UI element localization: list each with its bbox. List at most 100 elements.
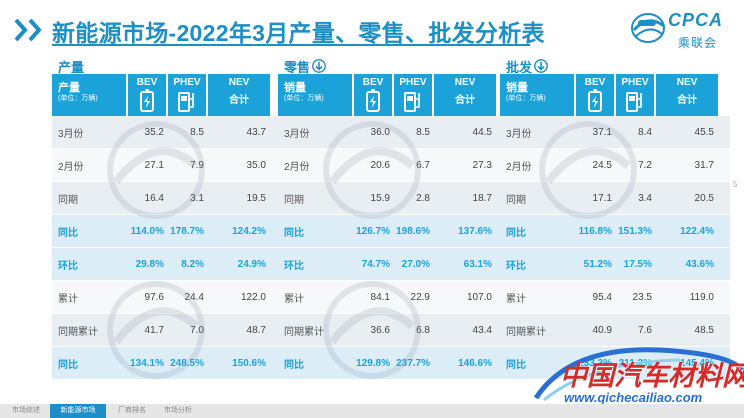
row-label: 2月份 [506, 161, 532, 173]
header-bev-label: BEV [584, 77, 606, 88]
arrow-down-circle-icon[interactable] [534, 59, 548, 73]
table-cell-phev: 27.0% [401, 258, 430, 270]
tab-maker-ranking[interactable]: 厂商排名 [118, 407, 146, 414]
row-label: 同期累计 [506, 326, 546, 338]
title-underline [52, 44, 530, 46]
row-label: 同比 [58, 227, 78, 239]
table-row: 环比 29.8% 8.2% 24.9% [52, 248, 282, 281]
table-row: 同比 114.0% 178.7% 124.2% [52, 215, 282, 248]
site-watermark: 中国汽车材料网 www.qichecailiao.com [530, 340, 744, 410]
header-metric-name: 销量 [284, 82, 306, 94]
table-cell-nev: 122.4% [680, 225, 714, 237]
panel-title-text: 产量 [58, 59, 85, 75]
row-label: 3月份 [284, 128, 310, 140]
header-phev-cell: PHEV [616, 74, 656, 116]
header-phev-cell: PHEV [168, 74, 208, 116]
header-bev-cell: BEV [128, 74, 168, 116]
table-cell-phev: 151.3% [618, 225, 652, 237]
table-row: 同期累计 41.7 7.0 48.7 [52, 314, 282, 347]
table-cell-nev: 45.5 [694, 126, 714, 138]
battery-icon [137, 89, 157, 113]
tab-market-overview[interactable]: 市场综述 [12, 407, 40, 414]
panel-title: 产量 [58, 58, 85, 75]
table-cell-phev: 3.4 [638, 192, 652, 204]
row-label: 2月份 [58, 161, 84, 173]
table-cell-nev: 119.0 [689, 291, 714, 303]
table-row: 环比 51.2% 17.5% 43.6% [500, 248, 730, 281]
table-cell-nev: 150.6% [232, 357, 266, 369]
table-cell-phev: 237.7% [396, 357, 430, 369]
table-cell-nev: 31.7 [694, 159, 714, 171]
table-cell-phev: 8.2% [181, 258, 204, 270]
table-row: 同期 15.9 2.8 18.7 [278, 182, 508, 215]
header-unit: (单位：万辆) [506, 95, 546, 102]
row-label: 同期累计 [284, 326, 324, 338]
table-row: 3月份 37.1 8.4 45.5 [500, 116, 730, 149]
header-nev-sub: 合计 [455, 95, 475, 106]
row-label: 3月份 [58, 128, 84, 140]
table-cell-nev: 146.6% [458, 357, 492, 369]
table-cell-nev: 24.9% [237, 258, 266, 270]
fuel-plug-icon [625, 89, 645, 113]
header-nev-label: NEV [676, 77, 698, 88]
table-row: 同期 16.4 3.1 19.5 [52, 182, 282, 215]
table-row: 2月份 24.5 7.2 31.7 [500, 149, 730, 182]
table-cell-phev: 8.5 [416, 126, 430, 138]
table-row: 累计 84.1 22.9 107.0 [278, 281, 508, 314]
table-cell-nev: 43.7 [246, 126, 266, 138]
table-cell-phev: 22.9 [410, 291, 430, 303]
arrow-down-circle-icon[interactable] [312, 59, 326, 73]
header-nev-label: NEV [454, 77, 476, 88]
header-nev-cell: NEV 合计 [208, 74, 270, 116]
chevron-right-icon [14, 18, 28, 42]
page-title: 新能源市场-2022年3月产量、零售、批发分析表 [52, 20, 545, 46]
header-nev-label: NEV [228, 77, 250, 88]
tab-market-analysis[interactable]: 市场分析 [164, 407, 192, 414]
table-cell-nev: 48.5 [694, 324, 714, 336]
header-metric-name: 销量 [506, 82, 528, 94]
table-cell-nev: 122.0 [240, 291, 266, 303]
table-cell-nev: 27.3 [472, 159, 492, 171]
tab-nev-market[interactable]: 新能源市场 [50, 404, 106, 418]
table-cell-bev: 129.8% [356, 357, 390, 369]
panel-title-text: 零售 [284, 59, 311, 75]
fuel-plug-icon [177, 89, 197, 113]
header-bev-cell: BEV [354, 74, 394, 116]
table-cell-nev: 43.6% [685, 258, 714, 270]
table-row: 3月份 35.2 8.5 43.7 [52, 116, 282, 149]
table-row: 累计 97.6 24.4 122.0 [52, 281, 282, 314]
cpca-logo: CPCA 乘联会 [630, 6, 734, 50]
table-cell-phev: 7.0 [190, 324, 204, 336]
header-nev-cell: NEV 合计 [656, 74, 718, 116]
table-cell-bev: 37.1 [592, 126, 612, 138]
table-cell-bev: 41.7 [144, 324, 164, 336]
table-cell-nev: 137.6% [458, 225, 492, 237]
table-cell-phev: 8.5 [190, 126, 204, 138]
table-cell-bev: 16.4 [144, 192, 164, 204]
table-cell-nev: 124.2% [232, 225, 266, 237]
table-cell-phev: 8.4 [638, 126, 652, 138]
row-label: 同期 [58, 194, 78, 206]
row-label: 3月份 [506, 128, 532, 140]
table-row: 同比 116.8% 151.3% 122.4% [500, 215, 730, 248]
footer-tabs: 市场综述 新能源市场 厂商排名 市场分析 [0, 404, 744, 418]
chevron-right-icon [28, 18, 42, 42]
table-cell-bev: 95.4 [592, 291, 612, 303]
header-phev-label: PHEV [173, 77, 201, 88]
table-cell-phev: 7.2 [638, 159, 652, 171]
row-label: 同比 [506, 359, 526, 371]
site-url[interactable]: www.qichecailiao.com [564, 390, 703, 405]
header-unit: (单位：万辆) [58, 95, 98, 102]
header-phev-cell: PHEV [394, 74, 434, 116]
row-label: 同比 [506, 227, 526, 239]
page-header: 新能源市场-2022年3月产量、零售、批发分析表 CPCA 乘联会 [0, 0, 744, 56]
table-cell-bev: 29.8% [135, 258, 164, 270]
table-cell-phev: 6.8 [416, 324, 430, 336]
table-cell-bev: 84.1 [370, 291, 390, 303]
table-cell-bev: 27.1 [144, 159, 164, 171]
table-row: 同比 129.8% 237.7% 146.6% [278, 347, 508, 380]
table-row: 同比 134.1% 248.5% 150.6% [52, 347, 282, 380]
table-cell-bev: 116.8% [578, 225, 612, 237]
header-phev-label: PHEV [399, 77, 427, 88]
table-row: 同期 17.1 3.4 20.5 [500, 182, 730, 215]
